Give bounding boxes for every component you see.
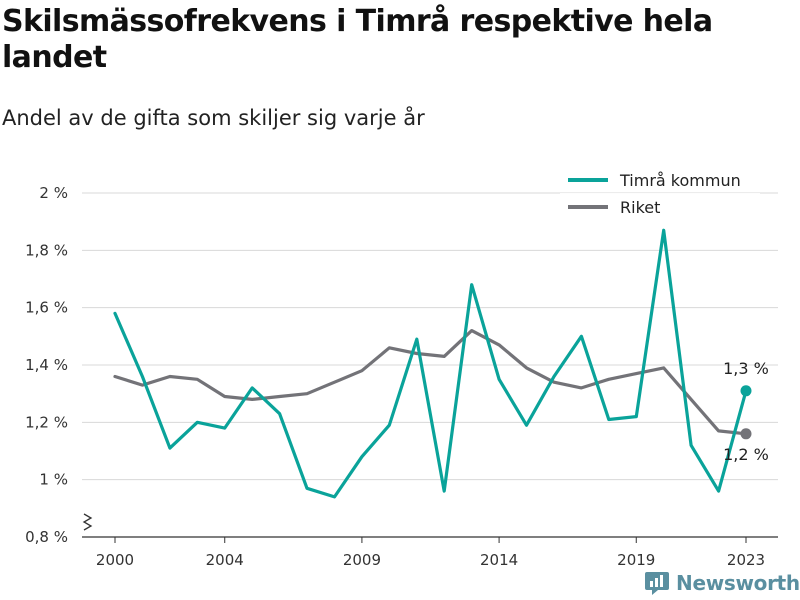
axes: 0,8 % 1 % 1,2 % 1,4 % 1,6 % 1,8 % 2 % 2000 2004 2…	[25, 184, 778, 569]
x-tick-label: 2004	[206, 551, 244, 569]
end-labels: 1,3 % 1,2 %	[723, 359, 769, 464]
brand-name: Newsworthy	[676, 571, 800, 595]
x-tick-label: 2023	[727, 551, 765, 569]
newsworthy-logo: Newsworthy	[644, 568, 800, 598]
chart-title: Skilsmässofrekvens i Timrå respektive he…	[2, 4, 713, 75]
x-tick-label: 2014	[480, 551, 518, 569]
end-value-label: 1,3 %	[723, 359, 769, 378]
y-tick-label: 1,8 %	[25, 241, 68, 259]
newsworthy-logo-icon	[645, 572, 669, 595]
end-point	[740, 428, 752, 440]
series-line-riket	[113, 329, 748, 436]
chart-subtitle: Andel av de gifta som skiljer sig varje …	[2, 106, 425, 130]
legend-label: Timrå kommun	[619, 171, 741, 190]
end-value-label: 1,2 %	[723, 445, 769, 464]
x-tick-label: 2019	[617, 551, 655, 569]
legend: Timrå kommun Riket	[560, 166, 760, 217]
series-lines	[113, 228, 748, 499]
y-tick-label: 1 %	[39, 471, 68, 489]
axis-break-icon	[82, 513, 93, 531]
y-tick-label: 1,4 %	[25, 356, 68, 374]
y-tick-label: 2 %	[39, 184, 68, 202]
y-tick-label: 0,8 %	[25, 528, 68, 546]
y-tick-label: 1,2 %	[25, 413, 68, 431]
x-tick-label: 2000	[96, 551, 134, 569]
grid-lines	[82, 192, 778, 481]
y-tick-label: 1,6 %	[25, 299, 68, 317]
x-tick-label: 2009	[343, 551, 381, 569]
legend-label: Riket	[620, 198, 660, 217]
end-point	[740, 385, 752, 397]
series-line-timr-kommun	[113, 228, 748, 499]
